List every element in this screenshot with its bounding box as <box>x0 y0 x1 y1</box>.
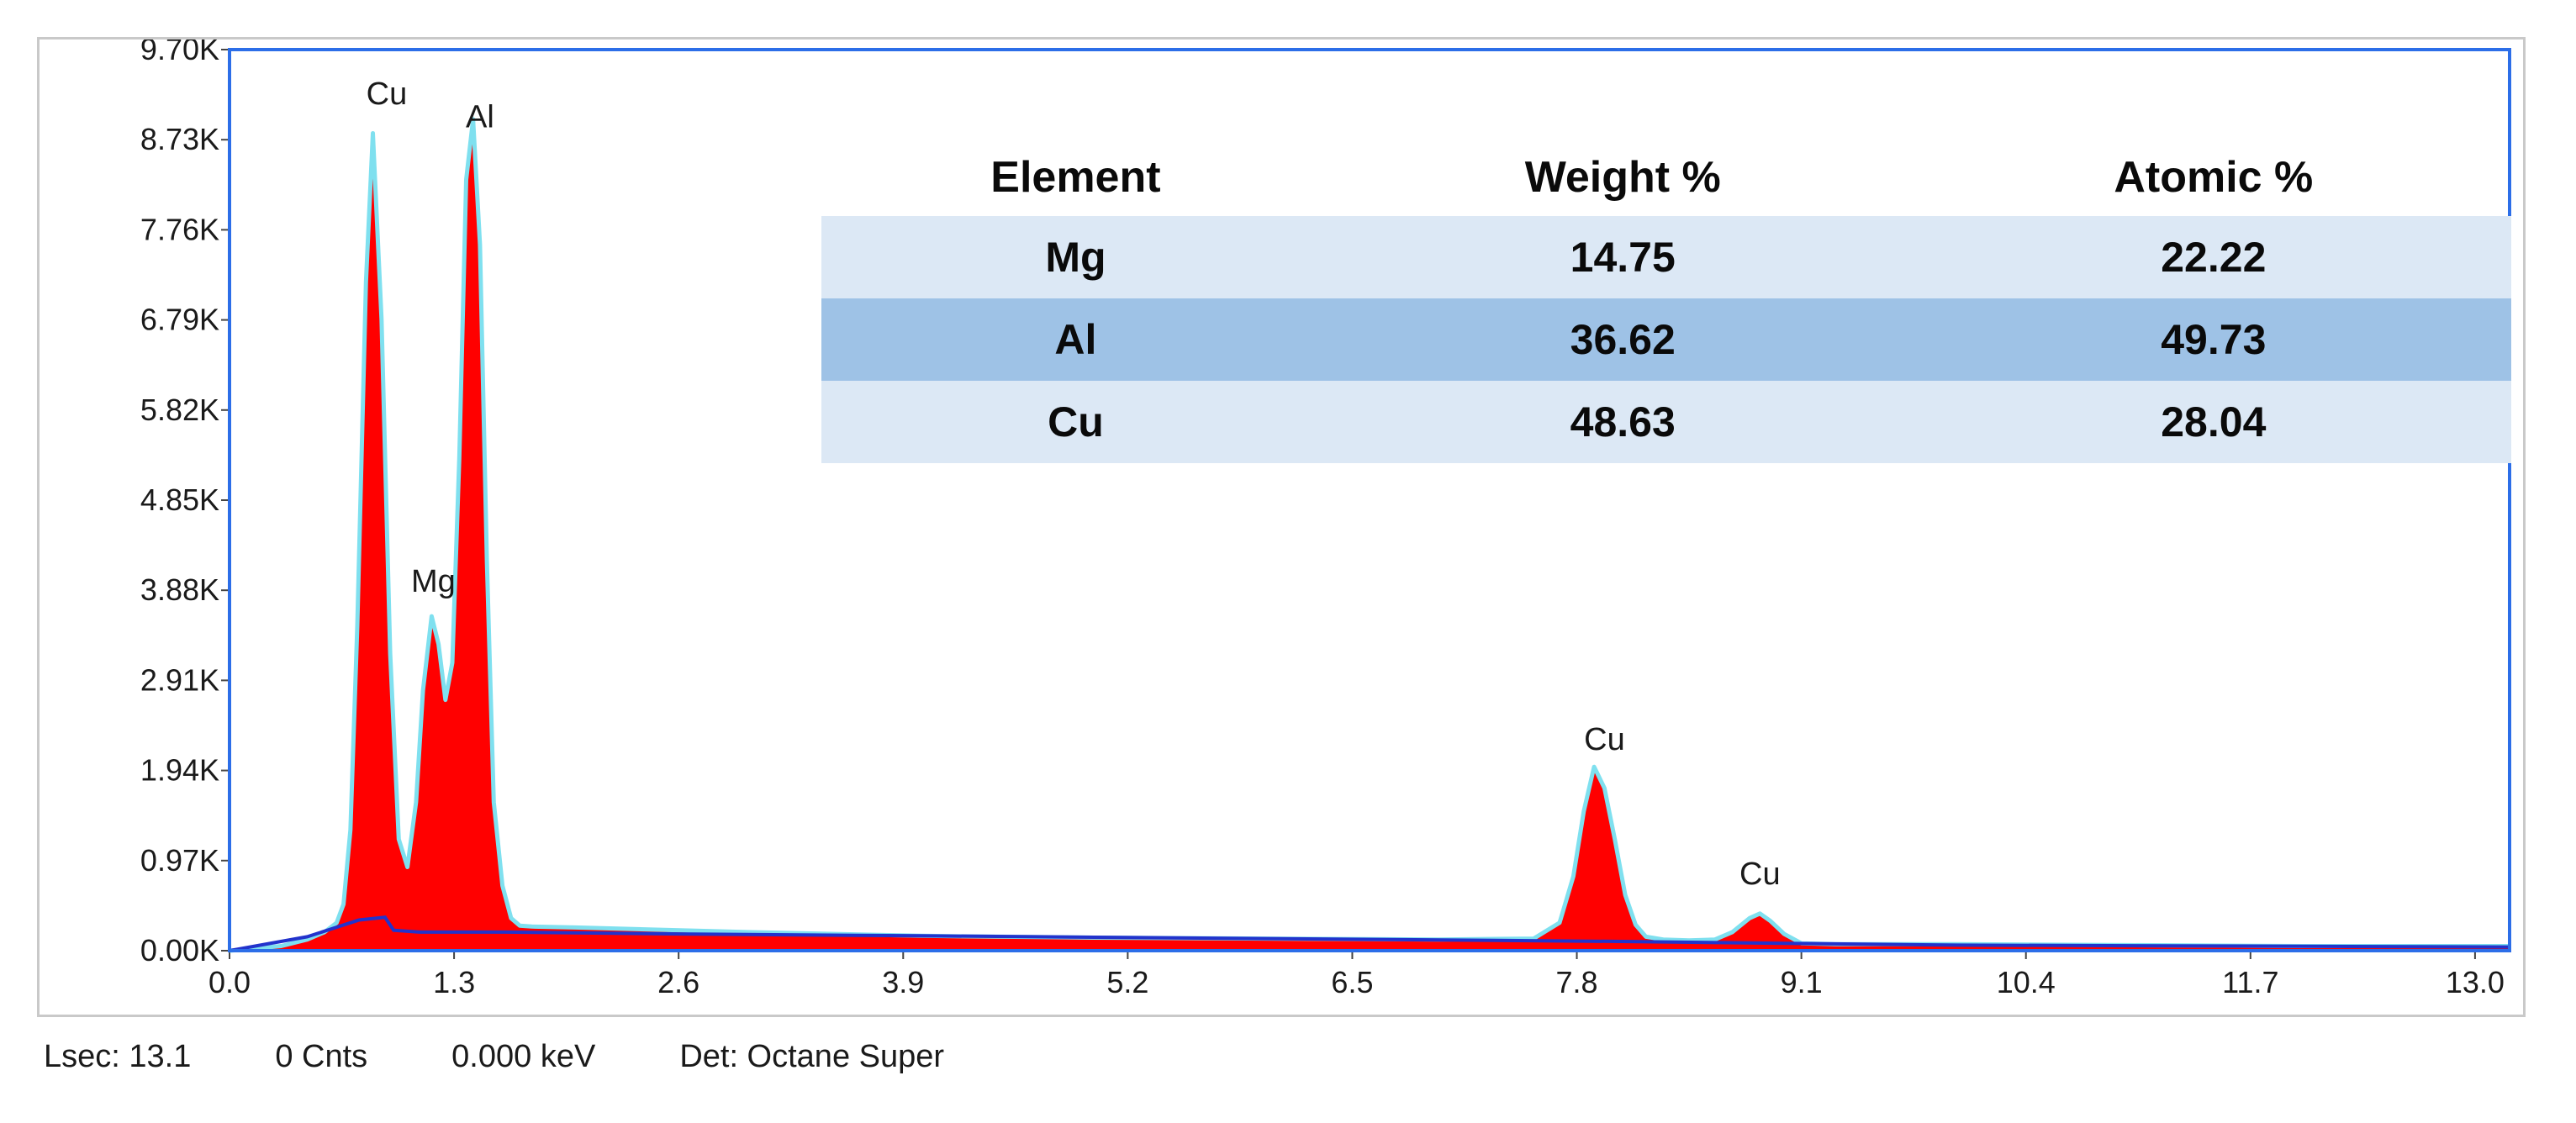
background-line <box>229 915 2510 952</box>
cell-element: Al <box>821 298 1330 381</box>
x-axis: 0.0 1.3 2.6 3.9 5.2 6.5 7.8 9.1 10.4 11.7 13.0 <box>209 951 2505 999</box>
x-tick-label: 5.2 <box>1106 965 1148 999</box>
status-energy: 0.000 keV <box>451 1038 596 1074</box>
table-row: Al 36.62 49.73 <box>821 298 2511 381</box>
status-detector: Det: Octane Super <box>679 1038 945 1074</box>
x-tick-label: 11.7 <box>2222 965 2278 999</box>
cell-element: Mg <box>821 216 1330 298</box>
table-header-row: Element Weight % Atomic % <box>821 139 2511 216</box>
cell-atomic: 49.73 <box>1915 298 2511 381</box>
cell-atomic: 22.22 <box>1915 216 2511 298</box>
peak-label-cu: Cu <box>1739 857 1781 892</box>
cell-weight: 48.63 <box>1329 381 1916 463</box>
y-tick-label: 0.00K <box>140 933 219 967</box>
column-header-atomic: Atomic % <box>2114 153 2314 202</box>
y-tick-label: 8.73K <box>140 122 219 156</box>
x-tick-label: 6.5 <box>1331 965 1373 999</box>
status-lsec: Lsec: 13.1 <box>44 1038 192 1074</box>
peak-label-cu: Cu <box>1584 722 1625 757</box>
spectrum-outline <box>229 117 2510 953</box>
x-tick-label: 9.1 <box>1781 965 1823 999</box>
peak-label-al: Al <box>466 100 494 135</box>
chart-frame: 0.00K 0.97K 1.94K 2.91K 3.88K 4.85K 5.82K 6.79K… <box>37 37 2526 1017</box>
y-tick-label: 0.97K <box>140 843 219 878</box>
plot-area-border <box>228 48 2511 952</box>
y-tick-label: 6.79K <box>140 303 219 337</box>
y-tick-label: 1.94K <box>140 753 219 788</box>
peak-label-mg: Mg <box>411 564 456 599</box>
status-counts: 0 Cnts <box>275 1038 368 1074</box>
cell-weight: 36.62 <box>1329 298 1916 381</box>
quantification-table: Element Weight % Atomic % Mg 14.75 22.22… <box>821 139 2511 463</box>
spectrum-area <box>230 119 2510 951</box>
peak-label-cu: Cu <box>367 76 408 112</box>
column-header-element: Element <box>990 153 1161 202</box>
y-tick-label: 5.82K <box>140 393 219 427</box>
x-tick-label: 1.3 <box>433 965 475 999</box>
cell-element: Cu <box>821 381 1330 463</box>
y-tick-label: 4.85K <box>140 482 219 517</box>
x-tick-label: 3.9 <box>882 965 924 999</box>
x-tick-label: 7.8 <box>1556 965 1598 999</box>
cell-weight: 14.75 <box>1329 216 1916 298</box>
y-tick-label: 2.91K <box>140 662 219 697</box>
y-tick-label: 3.88K <box>140 572 219 607</box>
y-tick-label: 9.70K <box>140 40 219 66</box>
column-header-weight: Weight % <box>1524 153 1721 202</box>
status-bar: Lsec: 13.1 0 Cnts 0.000 keV Det: Octane … <box>44 1036 944 1078</box>
x-tick-label: 13.0 <box>2446 965 2505 999</box>
x-tick-label: 10.4 <box>1997 965 2056 999</box>
y-axis: 0.00K 0.97K 1.94K 2.91K 3.88K 4.85K 5.82K 6.79K… <box>140 40 230 967</box>
cell-atomic: 28.04 <box>1915 381 2511 463</box>
spectrum-chart: 0.00K 0.97K 1.94K 2.91K 3.88K 4.85K 5.82K 6.79K… <box>140 40 2511 999</box>
x-tick-label: 2.6 <box>657 965 699 999</box>
y-tick-label: 7.76K <box>140 212 219 246</box>
table-row: Cu 48.63 28.04 <box>821 381 2511 463</box>
x-tick-label: 0.0 <box>209 965 251 999</box>
table-row: Mg 14.75 22.22 <box>821 216 2511 298</box>
series-layer <box>229 117 2510 953</box>
